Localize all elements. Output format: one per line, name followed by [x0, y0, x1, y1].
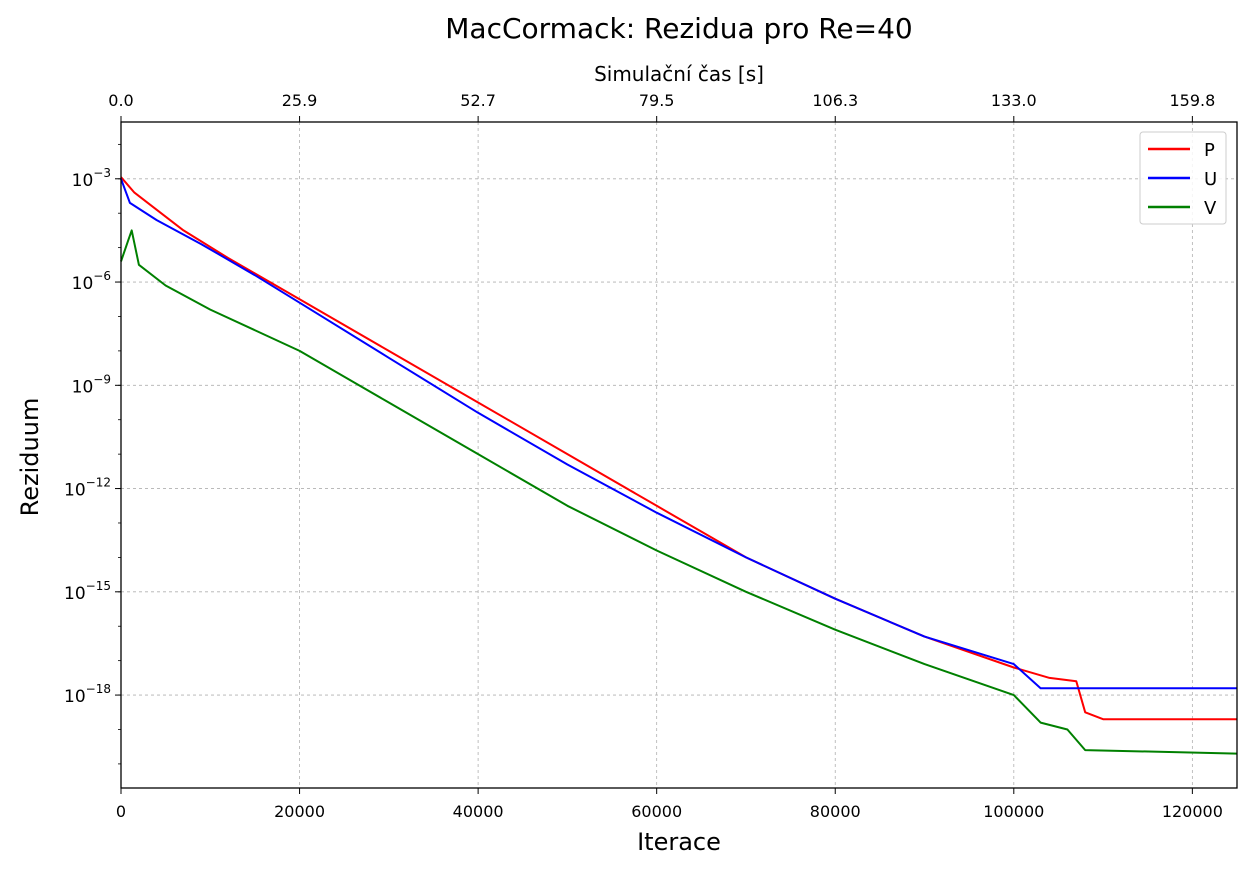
legend-label-u: U	[1204, 169, 1217, 190]
x-tick-label: 0	[116, 802, 126, 821]
chart-title: MacCormack: Rezidua pro Re=40	[445, 12, 912, 45]
x-tick-label: 120000	[1162, 802, 1223, 821]
x-tick-label: 40000	[453, 802, 504, 821]
x-tick-label: 100000	[983, 802, 1044, 821]
x-tick-label: 60000	[631, 802, 682, 821]
legend: P U V	[1140, 132, 1226, 224]
top-x-tick-label: 0.0	[108, 91, 133, 110]
top-x-tick-label: 133.0	[991, 91, 1037, 110]
top-x-tick-label: 52.7	[460, 91, 496, 110]
legend-label-p: P	[1204, 140, 1215, 161]
top-x-axis-label: Simulační čas [s]	[594, 62, 764, 86]
legend-label-v: V	[1204, 198, 1217, 219]
y-axis-label: Reziduum	[16, 398, 44, 517]
x-axis-label: Iterace	[637, 828, 721, 856]
top-x-tick-label: 79.5	[639, 91, 675, 110]
top-x-tick-label: 159.8	[1169, 91, 1215, 110]
top-x-tick-label: 106.3	[812, 91, 858, 110]
x-tick-label: 20000	[274, 802, 325, 821]
top-x-tick-label: 25.9	[282, 91, 318, 110]
x-tick-label: 80000	[810, 802, 861, 821]
